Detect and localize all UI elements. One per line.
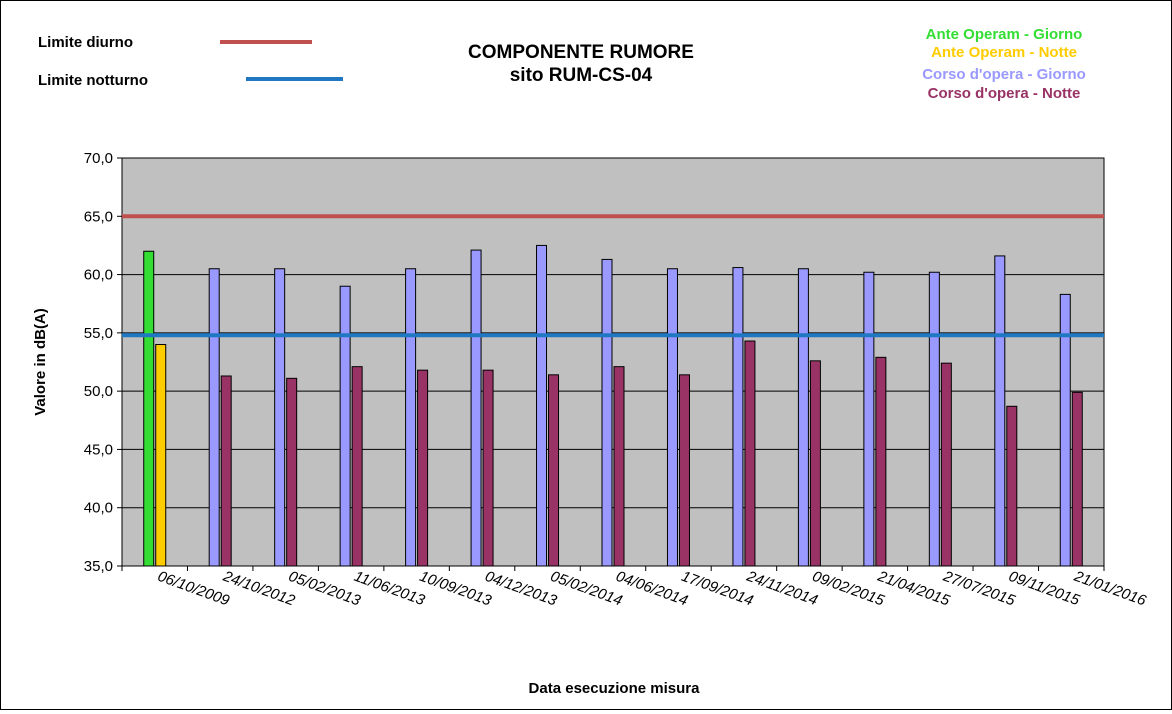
bar: [613, 366, 625, 567]
y-axis-ticks: 35,0 40,0 45,0 50,0 55,0 60,0 65,0 70,0: [84, 150, 122, 575]
x-tick-label: 05/02/2013: [286, 568, 363, 610]
chart-title: COMPONENTE RUMORE: [468, 42, 694, 63]
y-tick-label: 60,0: [84, 267, 113, 284]
plot-area: [121, 157, 1105, 567]
x-tick-label: 21/01/2016: [1071, 567, 1149, 609]
x-tick-label: 05/02/2014: [548, 568, 624, 610]
bar: [470, 249, 482, 567]
gridlines: [122, 215, 1104, 509]
bar: [286, 377, 298, 567]
x-axis-title: Data esecuzione misura: [529, 680, 701, 697]
bar: [1059, 293, 1071, 567]
bar: [797, 268, 809, 567]
x-tick-label: 17/09/2014: [679, 568, 755, 610]
legend-ante-notte: Ante Operam - Notte: [931, 44, 1077, 61]
bar: [732, 267, 744, 567]
bar: [744, 340, 756, 567]
limit-lines: [122, 214, 1104, 338]
y-axis-title: Valore in dB(A): [32, 308, 49, 416]
y-tick-label: 40,0: [84, 500, 113, 517]
limit-notturno-label: Limite notturno: [38, 72, 148, 89]
x-tick-label: 11/06/2013: [352, 568, 428, 609]
bar: [940, 362, 952, 567]
bar: [417, 369, 429, 567]
chart-subtitle: sito RUM-CS-04: [510, 65, 653, 86]
x-tick-label: 27/07/2015: [940, 567, 1018, 609]
bar: [666, 268, 678, 567]
bar: [155, 344, 167, 567]
bar: [875, 356, 887, 567]
legend-corso-notte: Corso d'opera - Notte: [928, 85, 1081, 102]
legend-corso-giorno: Corso d'opera - Giorno: [922, 66, 1086, 83]
x-tick-label: 09/02/2015: [810, 568, 887, 610]
y-tick-label: 45,0: [84, 441, 113, 458]
bars: [143, 244, 1083, 567]
x-tick-label: 04/06/2014: [614, 568, 690, 610]
bar: [351, 366, 363, 567]
x-tick-label: 09/11/2015: [1006, 568, 1082, 609]
x-axis-ticks: 06/10/200924/10/201205/02/201311/06/2013…: [121, 566, 1149, 610]
y-tick-label: 55,0: [84, 325, 113, 342]
y-tick-label: 50,0: [84, 383, 113, 400]
legend-ante-giorno: Ante Operam - Giorno: [926, 26, 1083, 43]
y-tick-label: 70,0: [84, 150, 113, 167]
x-tick-label: 24/10/2012: [220, 567, 298, 609]
bar: [482, 369, 494, 567]
bar: [809, 360, 821, 567]
bar: [339, 285, 351, 567]
limit-diurno-label: Limite diurno: [38, 34, 133, 51]
bar: [405, 268, 417, 567]
bar: [143, 250, 155, 567]
bar: [536, 244, 548, 567]
bar: [928, 271, 940, 567]
x-tick-label: 21/04/2015: [875, 567, 953, 609]
bar: [678, 374, 690, 567]
y-tick-label: 35,0: [84, 558, 113, 575]
bar: [220, 375, 232, 567]
bar: [274, 268, 286, 567]
bar: [548, 374, 560, 567]
x-tick-label: 04/12/2013: [483, 568, 560, 610]
bar: [208, 268, 220, 567]
x-tick-label: 10/09/2013: [417, 568, 494, 610]
bar: [1071, 391, 1083, 567]
bar: [601, 258, 613, 567]
bar: [1006, 405, 1018, 567]
x-tick-label: 24/11/2014: [744, 567, 820, 609]
y-tick-label: 65,0: [84, 208, 113, 225]
x-tick-label: 06/10/2009: [155, 568, 232, 610]
bar: [863, 271, 875, 567]
bar: [994, 255, 1006, 567]
